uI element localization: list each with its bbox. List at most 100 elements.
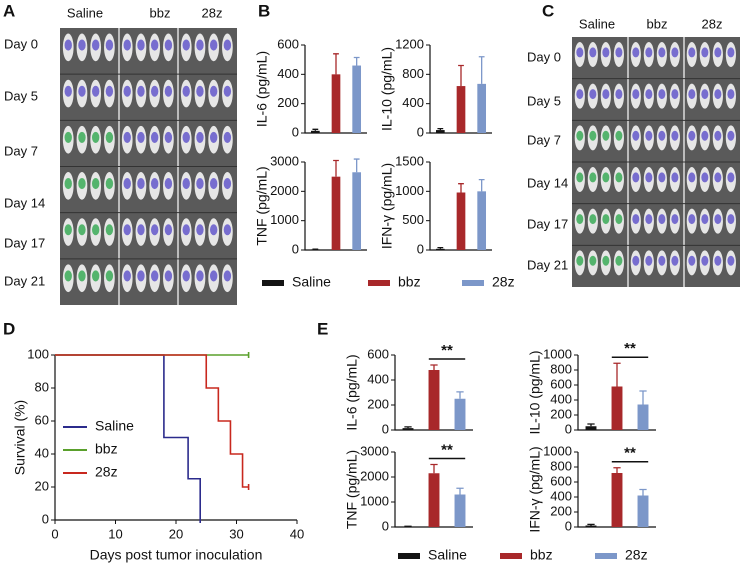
signal xyxy=(137,39,145,51)
bar xyxy=(331,74,341,133)
signal xyxy=(632,89,640,100)
signal xyxy=(688,255,696,266)
y-axis-label: IL-6 (pg/mL) xyxy=(344,354,360,430)
panel-label: B xyxy=(258,1,270,20)
bar xyxy=(435,248,445,250)
signal xyxy=(123,224,131,236)
y-tick-label: 1000 xyxy=(543,346,572,361)
bar xyxy=(611,473,623,527)
signal xyxy=(602,47,610,58)
y-tick-label: 1000 xyxy=(270,212,299,227)
bar xyxy=(428,473,440,527)
legend-swatch xyxy=(368,280,390,286)
signal xyxy=(78,39,86,51)
signal xyxy=(78,131,86,143)
signal xyxy=(632,47,640,58)
row-label: Day 0 xyxy=(4,36,38,51)
signal xyxy=(164,224,173,236)
signal xyxy=(714,89,722,100)
legend-label: bbz xyxy=(398,274,421,290)
error-bar xyxy=(587,523,595,526)
signal xyxy=(602,172,610,183)
signal xyxy=(164,270,173,282)
row-label: Day 7 xyxy=(527,132,561,147)
signal xyxy=(209,224,218,236)
significance-label: ** xyxy=(624,445,636,462)
legend-swatch xyxy=(595,553,617,559)
signal xyxy=(727,172,735,183)
bar xyxy=(428,370,440,430)
signal xyxy=(589,47,597,58)
y-tick-label: 1200 xyxy=(395,36,424,51)
bar xyxy=(352,172,362,250)
signal xyxy=(615,89,623,100)
signal xyxy=(196,224,204,236)
signal xyxy=(615,214,623,225)
y-axis-label: Survival (%) xyxy=(12,400,28,475)
signal xyxy=(105,270,114,282)
error-bar xyxy=(478,178,485,192)
bar xyxy=(585,426,597,430)
x-tick-label: 10 xyxy=(108,526,122,541)
x-tick-label: 40 xyxy=(290,526,304,541)
row-label: Day 5 xyxy=(4,88,38,103)
signal xyxy=(688,172,696,183)
signal xyxy=(658,214,666,225)
bar xyxy=(611,386,623,430)
signal xyxy=(196,178,204,190)
signal xyxy=(615,47,623,58)
signal xyxy=(78,178,86,190)
signal xyxy=(727,130,735,141)
signal xyxy=(105,131,114,143)
y-tick-label: 1000 xyxy=(395,183,424,198)
signal xyxy=(196,270,204,282)
column-label: bbz xyxy=(647,16,668,31)
y-tick-label: 400 xyxy=(277,66,299,81)
signal xyxy=(182,39,190,51)
signal xyxy=(164,178,173,190)
signal xyxy=(64,178,72,190)
bar xyxy=(585,525,597,527)
signal xyxy=(150,85,159,97)
significance-label: ** xyxy=(624,340,636,357)
bar xyxy=(435,130,445,133)
y-tick-label: 200 xyxy=(550,406,572,421)
signal xyxy=(223,85,232,97)
y-tick-label: 800 xyxy=(550,361,572,376)
error-bar xyxy=(333,159,339,177)
signal xyxy=(576,47,584,58)
signal xyxy=(727,89,735,100)
legend-swatch xyxy=(462,280,484,286)
signal xyxy=(209,85,218,97)
signal xyxy=(632,214,640,225)
survival-line xyxy=(55,354,201,523)
bar xyxy=(454,494,466,527)
y-tick-label: 1000 xyxy=(360,493,389,508)
signal xyxy=(137,131,145,143)
signal xyxy=(105,178,114,190)
signal xyxy=(150,224,159,236)
y-tick-label: 60 xyxy=(35,412,49,427)
error-bar xyxy=(312,128,319,131)
signal xyxy=(123,270,131,282)
y-tick-label: 40 xyxy=(35,445,49,460)
signal xyxy=(658,47,666,58)
signal xyxy=(714,47,722,58)
y-tick-label: 400 xyxy=(367,371,389,386)
signal xyxy=(105,224,114,236)
error-bar xyxy=(639,488,647,496)
y-tick-label: 800 xyxy=(550,458,572,473)
legend-label: 28z xyxy=(492,274,515,290)
error-bar xyxy=(458,183,464,193)
signal xyxy=(91,85,100,97)
signal xyxy=(615,130,623,141)
y-tick-label: 600 xyxy=(367,346,389,361)
y-axis-label: TNF (pg/mL) xyxy=(344,450,360,529)
signal xyxy=(576,255,584,266)
signal xyxy=(658,255,666,266)
bar xyxy=(310,130,320,133)
signal xyxy=(576,89,584,100)
legend-label: Saline xyxy=(95,418,134,434)
bar xyxy=(352,65,362,133)
